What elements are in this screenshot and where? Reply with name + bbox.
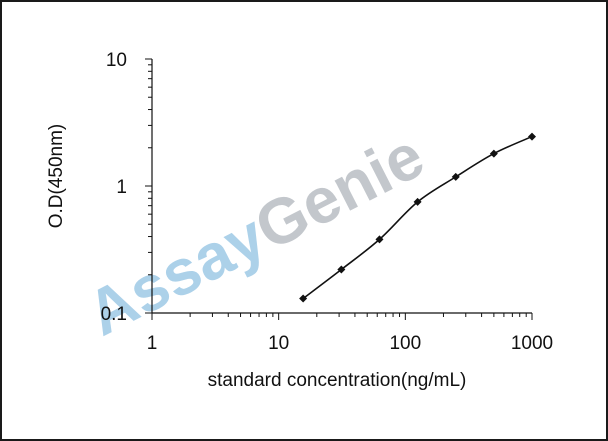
data-point-marker [413, 197, 422, 206]
y-tick-label: 10 [106, 50, 127, 71]
data-point-marker [299, 294, 308, 303]
x-tick-label: 100 [389, 333, 421, 354]
x-tick-label: 1 [147, 333, 158, 354]
y-tick-label: 0.1 [101, 304, 127, 325]
y-axis-title: O.D(450nm) [46, 124, 67, 229]
watermark: AssayGenie [76, 119, 435, 350]
x-tick-label: 10 [268, 333, 289, 354]
data-point-marker [489, 149, 498, 158]
x-tick-label: 1000 [511, 333, 553, 354]
watermark-part-assay: Assay [76, 200, 277, 350]
data-point-marker [337, 265, 346, 274]
watermark-part-genie: Genie [244, 119, 435, 264]
x-axis-title: standard concentration(ng/mL) [208, 370, 467, 391]
data-point-marker [375, 235, 384, 244]
watermark-logo: AssayGenie [76, 119, 435, 350]
data-point-marker [451, 172, 460, 181]
tick-labels: 1 10 100 1000 0.1 1 10 [101, 50, 554, 354]
tick-marks [145, 58, 533, 320]
y-tick-label: 1 [116, 177, 127, 198]
series-layer [299, 132, 536, 303]
data-point-marker [528, 132, 536, 141]
